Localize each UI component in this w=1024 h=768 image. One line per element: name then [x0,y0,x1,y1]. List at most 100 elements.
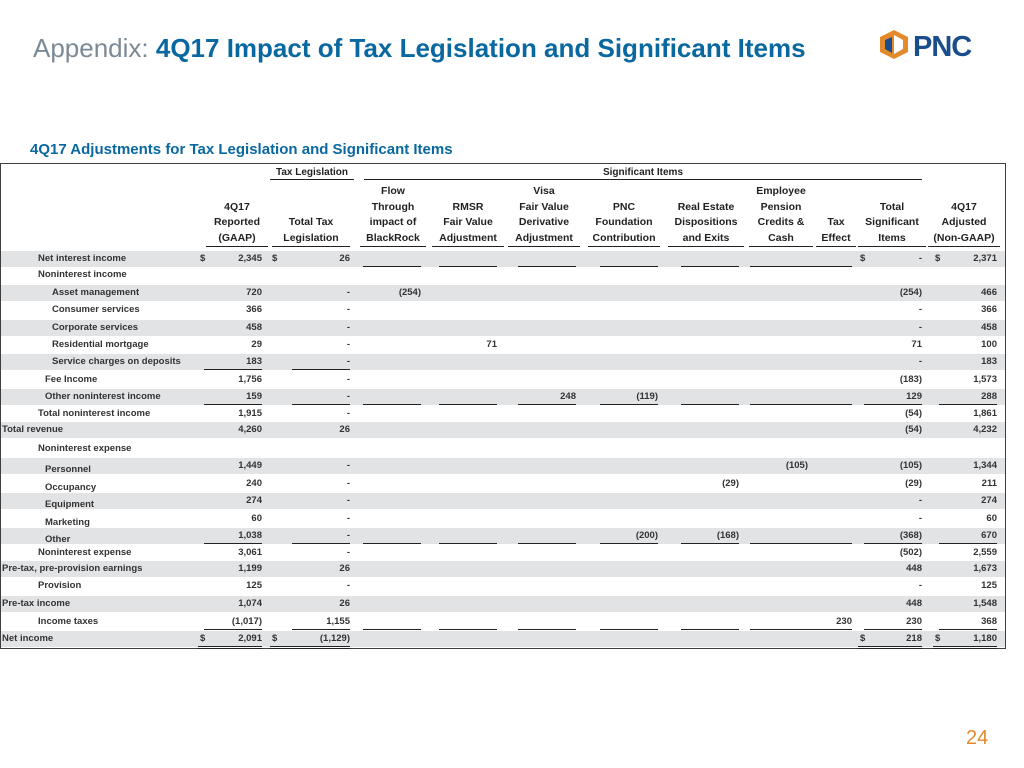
colhead-line: BlackRock [360,231,426,247]
table-row: Marketing 60 - - 60 [1,511,1005,528]
colhead-line: (GAAP) [206,231,268,247]
colhead-line: Through [371,200,415,213]
cell-visa-fair-value [518,528,576,544]
cell-total-significant: (368) [864,528,922,544]
cell-total-tax-legislation: 26 [292,561,350,576]
cell-4q17-adjusted: 274 [939,493,997,508]
cell-4q17-reported: 1,449 [204,458,262,473]
table-row: Noninterest expense [1,441,1005,457]
cell-total-tax-legislation: - [292,354,350,370]
cell-total-tax-legislation: $ (1,129) [270,631,350,649]
currency-symbol: $ [200,633,206,644]
cell-value: - [346,356,350,367]
cell-value: 1,199 [238,563,262,574]
colhead-line: Fair Value [443,216,493,228]
table-row: Service charges on deposits 183 - - 183 [1,354,1005,370]
colhead-line: Contribution [588,231,660,247]
cell-value: 183 [981,356,997,367]
table-row: Net interest income $2,345 $26 $ - $2,371 [1,251,1005,267]
colhead-line: Adjustment [432,231,504,247]
cell-flow-through-blackrock [363,389,421,405]
cell-value: 240 [246,478,262,489]
cell-value: (1,129) [319,633,350,644]
colhead-line: Real Estate [677,200,735,213]
cell-value: 183 [246,356,262,367]
colhead-line: Foundation [595,216,653,228]
table-row: Noninterest expense 3,061 - (502) 2,559 [1,545,1005,561]
cell-value: 1,861 [973,408,997,419]
currency-symbol: $ [272,633,278,644]
colhead-real-estate: Real Estate Dispositions and Exits [668,200,744,247]
cell-total-significant: - [864,493,922,508]
colhead-line: Adjustment [508,231,580,247]
row-label: Net interest income [38,253,127,264]
title-main: 4Q17 Impact of Tax Legislation and Signi… [155,33,806,63]
currency-symbol: $ [860,253,866,264]
cell-4q17-reported: $2,345 [198,251,262,266]
colhead-total-significant: Total Significant Items [858,200,926,247]
cell-4q17-reported: 159 [204,389,262,405]
cell-total-tax-legislation: - [292,528,350,544]
table-row: Other noninterest income 159 - 248 (119) 129 2… [1,389,1005,405]
row-label: Fee Income [45,374,98,385]
cell-visa-fair-value [518,614,576,630]
cell-value: 71 [486,339,497,350]
cell-value: (183) [899,374,922,385]
cell-4q17-adjusted: 458 [939,320,997,335]
logo-wordmark: PNC [913,31,972,63]
cell-real-estate: (168) [681,528,739,544]
cell-value: 159 [246,391,262,402]
cell-rmsr-fair-value [439,614,497,630]
cell-rmsr-fair-value [439,251,497,267]
cell-value: 1,756 [238,374,262,385]
cell-value: 466 [981,287,997,298]
table-row: Other 1,038 - (200) (168) (368) 670 [1,528,1005,545]
table-row: Pre-tax income 1,074 26 448 1,548 [1,596,1005,612]
cell-4q17-adjusted: 670 [939,528,997,544]
cell-value: 366 [246,304,262,315]
cell-value: (105) [899,460,922,471]
colhead-line: Effect [816,231,856,247]
cell-pnc-foundation: (119) [600,389,658,405]
cell-total-significant: (254) [864,285,922,300]
cell-value: 230 [836,616,852,627]
cell-4q17-reported: 366 [204,302,262,317]
table-row: Corporate services 458 - - 458 [1,320,1005,336]
cell-value: - [346,374,350,385]
cell-value: - [918,356,922,367]
currency-symbol: $ [935,253,941,264]
cell-value: (368) [899,530,922,541]
cell-value: (105) [785,460,808,471]
row-label: Marketing [45,517,90,528]
cell-visa-fair-value: 248 [518,389,576,405]
table-row: Occupancy 240 - (29) (29) 211 [1,476,1005,493]
colhead-line: Dispositions [674,216,738,228]
cell-total-significant: $218 [858,631,922,649]
cell-employee-pension: (105) [750,458,808,473]
cell-pnc-foundation [600,614,658,630]
cell-value: (29) [905,478,922,489]
cell-total-significant: (502) [864,545,922,560]
cell-value: 60 [251,513,262,524]
cell-value: 29 [251,339,262,350]
cell-4q17-reported: 1,915 [204,406,262,421]
cell-value: 288 [981,391,997,402]
cell-4q17-adjusted: 2,559 [939,545,997,560]
cell-employee-pension [750,614,808,630]
row-label: Total noninterest income [38,408,151,419]
cell-value: 1,548 [973,598,997,609]
cell-value: - [346,513,350,524]
cell-value: 129 [906,391,922,402]
cell-4q17-reported: 3,061 [204,545,262,560]
cell-total-tax-legislation: 26 [292,422,350,437]
cell-4q17-reported: 4,260 [204,422,262,437]
cell-total-significant: - [864,511,922,526]
cell-value: 1,344 [973,460,997,471]
cell-4q17-adjusted: 466 [939,285,997,300]
colhead-line: Total [879,200,905,213]
colhead-line: 4Q17 [224,200,250,213]
cell-value: 366 [981,304,997,315]
colhead-4q17-reported: 4Q17 Reported (GAAP) [206,200,268,247]
cell-value: - [346,391,350,402]
colhead-rmsr-fair-value: RMSR Fair Value Adjustment [432,200,504,247]
